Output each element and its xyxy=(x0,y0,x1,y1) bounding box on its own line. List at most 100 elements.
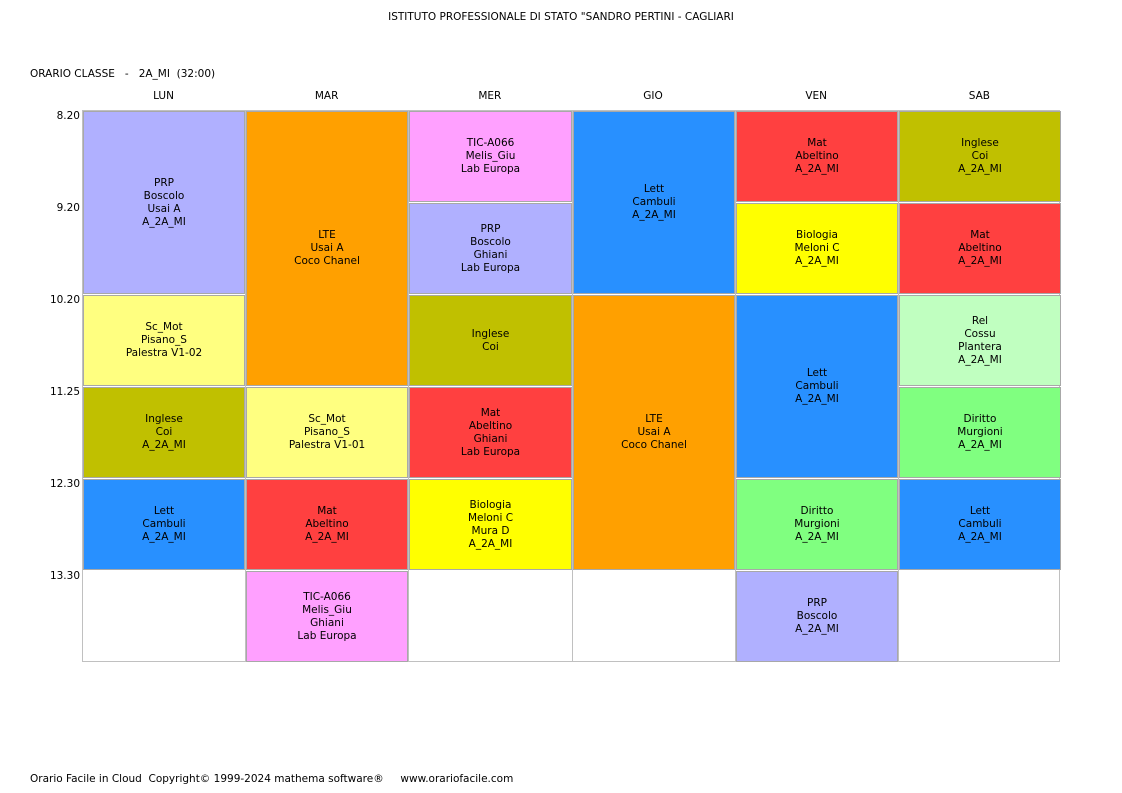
lesson-line: A_2A_MI xyxy=(795,623,839,635)
lesson-block: Diritto Murgioni A_2A_MI xyxy=(736,479,898,570)
lesson-line: Lab Europa xyxy=(297,629,357,642)
day-header: SAB xyxy=(968,90,990,102)
day-header: MAR xyxy=(314,90,339,102)
lesson-line: A_2A_MI xyxy=(958,163,1002,175)
lesson-line: Coi xyxy=(971,150,989,162)
lesson-block: Mat Abeltino A_2A_MI xyxy=(246,479,408,570)
lesson-line: Biologia xyxy=(796,229,838,241)
lesson-line: A_2A_MI xyxy=(958,439,1002,451)
lesson-line: Coco Chanel xyxy=(294,255,360,267)
lesson-line: A_2A_MI xyxy=(632,209,676,221)
lesson-line: Ghiani xyxy=(473,248,508,261)
lesson-line: Cambuli xyxy=(142,518,186,530)
lesson-line: Mat xyxy=(970,229,990,241)
lesson-line: PRP xyxy=(807,597,827,609)
day-header: MER xyxy=(478,90,502,102)
lesson-line: Mat xyxy=(317,505,337,517)
lesson-line: Lett xyxy=(153,505,175,517)
lesson-block: LTE Usai A Coco Chanel xyxy=(573,295,735,570)
lesson-line: A_2A_MI xyxy=(958,255,1002,267)
lesson-line: A_2A_MI xyxy=(142,215,186,228)
lesson-line: Inglese xyxy=(145,413,183,425)
lesson-line: Cambuli xyxy=(958,518,1002,530)
lesson-block: Diritto Murgioni A_2A_MI xyxy=(899,387,1061,478)
lesson-line: A_2A_MI xyxy=(468,537,513,550)
lesson-line: Mura D xyxy=(471,524,510,537)
lesson-line: Usai A xyxy=(637,426,671,438)
lesson-line: LTE xyxy=(318,229,336,241)
lesson-block: Lett Cambuli A_2A_MI xyxy=(899,479,1061,570)
lesson-line: Meloni C xyxy=(794,242,840,254)
lesson-line: Lett xyxy=(969,505,991,517)
lesson-line: Diritto xyxy=(800,505,834,517)
lesson-block: Biologia Meloni C A_2A_MI xyxy=(736,203,898,294)
lesson-line: Boscolo xyxy=(796,610,838,622)
lesson-line: Pisano_S xyxy=(304,426,350,438)
lesson-block: Lett Cambuli A_2A_MI xyxy=(573,111,735,294)
lesson-line: Biologia xyxy=(469,498,512,511)
lesson-line: Inglese xyxy=(961,137,999,149)
lesson-line: A_2A_MI xyxy=(795,531,839,543)
footer-copyright: Orario Facile in Cloud Copyright© 1999-2… xyxy=(30,773,514,785)
lesson-line: A_2A_MI xyxy=(795,163,839,175)
lesson-block: Mat Abeltino A_2A_MI xyxy=(736,111,898,202)
lesson-line: PRP xyxy=(154,176,174,189)
lesson-block: Lett Cambuli A_2A_MI xyxy=(736,295,898,478)
lesson-line: A_2A_MI xyxy=(958,531,1002,543)
lesson-line: Usai A xyxy=(310,242,344,254)
class-caption: ORARIO CLASSE - 2A_MI (32:00) xyxy=(30,68,216,80)
lesson-block: Rel Cossu Plantera A_2A_MI xyxy=(899,295,1061,386)
school-title: ISTITUTO PROFESSIONALE DI STATO "SANDRO … xyxy=(388,11,734,23)
lesson-block: TIC-A066 Melis_Giu Ghiani Lab Europa xyxy=(246,571,408,662)
lesson-block: Biologia Meloni C Mura D A_2A_MI xyxy=(409,479,572,570)
lesson-line: TIC-A066 xyxy=(303,590,351,603)
lesson-line: Abeltino xyxy=(305,518,349,530)
lesson-line: A_2A_MI xyxy=(142,531,186,543)
lesson-block: PRP Boscolo Ghiani Lab Europa xyxy=(409,203,572,294)
lesson-line: Murgioni xyxy=(957,426,1003,438)
lesson-line: LTE xyxy=(645,413,663,425)
grid-column-line xyxy=(898,110,899,662)
lesson-line: Meloni C xyxy=(467,511,514,524)
lesson-line: A_2A_MI xyxy=(142,439,186,451)
lesson-line: Mat xyxy=(480,406,501,419)
timetable-grid xyxy=(82,110,1060,662)
lesson-block: Mat Abeltino Ghiani Lab Europa xyxy=(409,387,572,478)
lesson-line: Abeltino xyxy=(958,242,1002,254)
grid-column-line xyxy=(735,110,736,662)
day-header: GIO xyxy=(643,90,663,102)
time-label: 9.20 xyxy=(56,202,80,214)
time-label: 8.20 xyxy=(56,110,80,122)
lesson-line: Palestra V1-01 xyxy=(288,439,366,451)
lesson-line: Palestra V1-02 xyxy=(125,347,203,359)
lesson-line: Lab Europa xyxy=(460,163,521,175)
lesson-line: Rel xyxy=(971,314,989,327)
lesson-line: Cambuli xyxy=(795,380,839,392)
lesson-line: Lett xyxy=(643,183,665,195)
lesson-line: Sc_Mot xyxy=(145,321,183,333)
lesson-line: Mat xyxy=(807,137,827,149)
lesson-line: Inglese xyxy=(471,327,510,340)
lesson-line: Melis_Giu xyxy=(465,150,516,162)
grid-column-line xyxy=(572,110,573,662)
time-label: 13.30 xyxy=(49,570,80,582)
lesson-block: PRP Boscolo A_2A_MI xyxy=(736,571,898,662)
lesson-line: A_2A_MI xyxy=(305,531,349,543)
lesson-block: Sc_Mot Pisano_S Palestra V1-01 xyxy=(246,387,408,478)
lesson-block: TIC-A066 Melis_Giu Lab Europa xyxy=(409,111,572,202)
lesson-line: Coco Chanel xyxy=(621,439,687,451)
lesson-line: Diritto xyxy=(963,413,997,425)
lesson-line: Abeltino xyxy=(795,150,839,162)
lesson-line: Cossu xyxy=(964,327,996,340)
lesson-block: Inglese Coi A_2A_MI xyxy=(83,387,245,478)
lesson-line: Murgioni xyxy=(794,518,840,530)
time-label: 10.20 xyxy=(49,294,80,306)
lesson-line: PRP xyxy=(480,222,501,235)
lesson-line: Lett xyxy=(806,367,828,379)
lesson-block: Mat Abeltino A_2A_MI xyxy=(899,203,1061,294)
lesson-block: Inglese Coi A_2A_MI xyxy=(899,111,1061,202)
lesson-line: Ghiani xyxy=(310,616,344,629)
lesson-line: Coi xyxy=(155,426,173,438)
lesson-line: Ghiani xyxy=(473,432,508,445)
lesson-line: Cambuli xyxy=(632,196,676,208)
